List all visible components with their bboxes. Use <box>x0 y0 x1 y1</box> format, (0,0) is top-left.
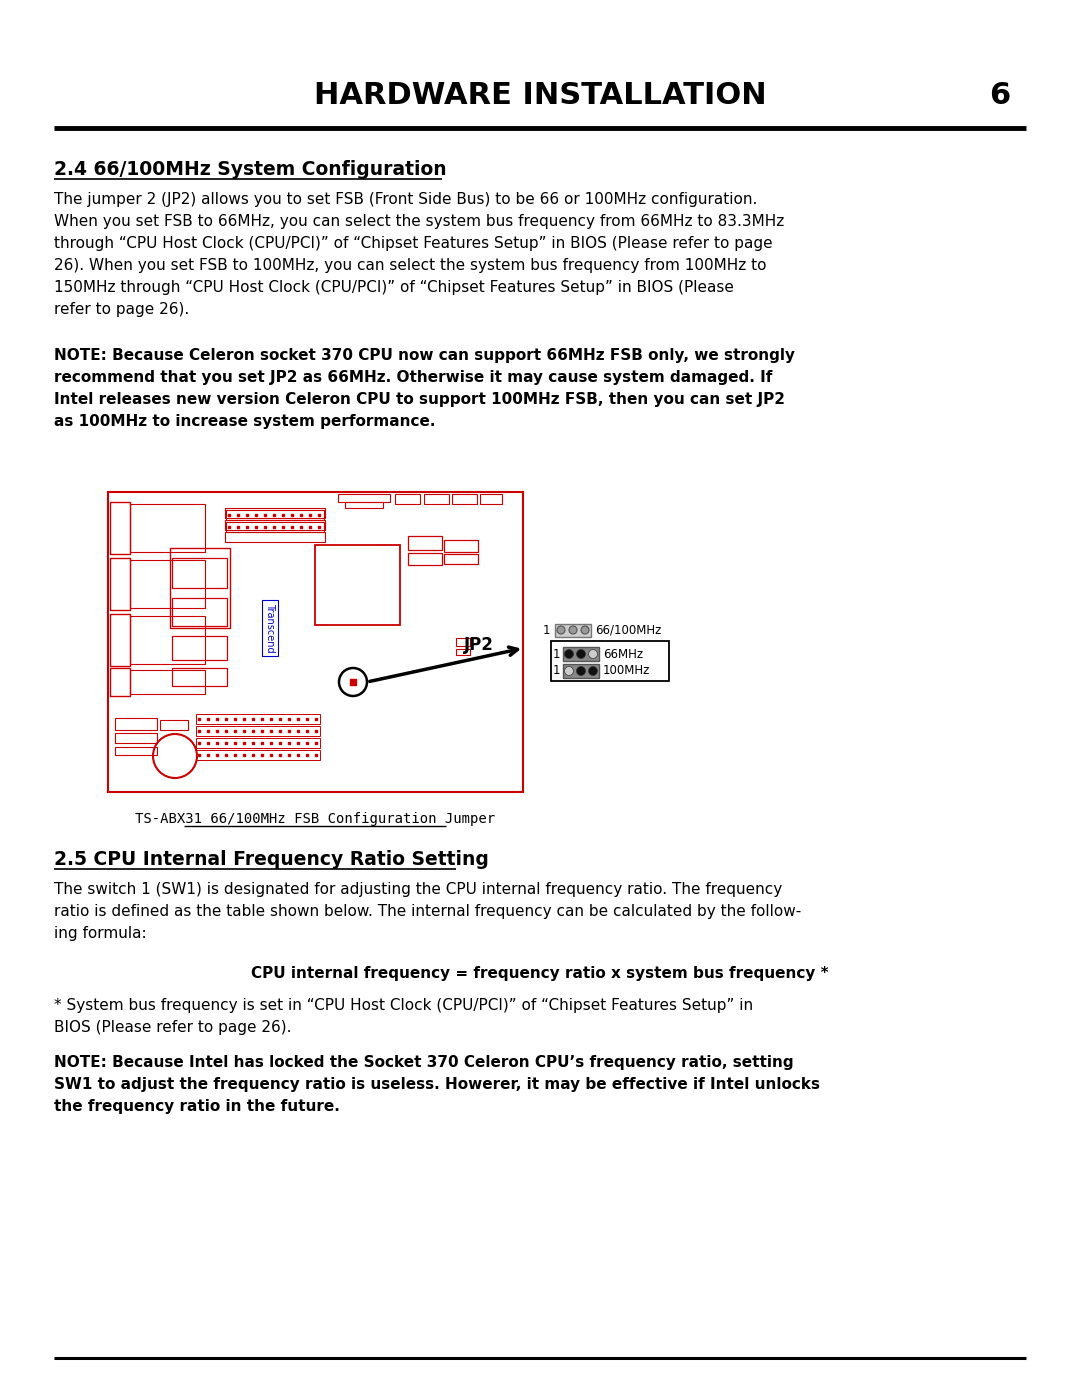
Bar <box>172 598 227 626</box>
Bar <box>315 545 400 624</box>
Circle shape <box>577 650 585 658</box>
Bar <box>226 510 324 520</box>
Text: TS-ABX31 66/100MHz FSB Configuration Jumper: TS-ABX31 66/100MHz FSB Configuration Jum… <box>135 812 495 826</box>
Circle shape <box>569 626 577 634</box>
Bar <box>110 502 130 555</box>
Bar <box>338 495 390 502</box>
Text: * System bus frequency is set in “CPU Host Clock (CPU/PCI)” of “Chipset Features: * System bus frequency is set in “CPU Ho… <box>54 997 753 1035</box>
Text: 1: 1 <box>543 623 551 637</box>
Bar <box>110 668 130 696</box>
Bar <box>456 638 470 645</box>
Text: The jumper 2 (JP2) allows you to set FSB (Front Side Bus) to be 66 or 100MHz con: The jumper 2 (JP2) allows you to set FSB… <box>54 191 784 317</box>
Bar <box>555 624 591 637</box>
Text: JP2: JP2 <box>464 636 494 654</box>
Bar <box>408 536 442 550</box>
Text: 1: 1 <box>553 665 561 678</box>
Bar <box>170 548 230 629</box>
Bar <box>130 560 205 608</box>
Bar <box>114 718 157 731</box>
Bar <box>444 555 478 564</box>
Bar <box>195 750 320 760</box>
Text: 66/100MHz: 66/100MHz <box>595 623 661 637</box>
Bar <box>195 726 320 736</box>
Bar <box>172 668 227 686</box>
Text: The switch 1 (SW1) is designated for adjusting the CPU internal frequency ratio.: The switch 1 (SW1) is designated for adj… <box>54 882 801 942</box>
Bar <box>110 615 130 666</box>
Bar <box>130 671 205 694</box>
Bar <box>160 719 188 731</box>
Bar <box>130 616 205 664</box>
Bar <box>114 733 157 743</box>
Text: 100MHz: 100MHz <box>603 665 650 678</box>
Circle shape <box>565 650 573 658</box>
Bar <box>114 747 157 754</box>
Text: Transcend: Transcend <box>265 604 275 652</box>
Circle shape <box>589 650 597 658</box>
Text: 2.5 CPU Internal Frequency Ratio Setting: 2.5 CPU Internal Frequency Ratio Setting <box>54 849 489 869</box>
Bar <box>110 557 130 610</box>
Bar <box>130 504 205 552</box>
Circle shape <box>557 626 565 634</box>
Text: NOTE: Because Intel has locked the Socket 370 Celeron CPU’s frequency ratio, set: NOTE: Because Intel has locked the Socke… <box>54 1055 820 1113</box>
Bar <box>444 541 478 552</box>
Text: 2.4 66/100MHz System Configuration: 2.4 66/100MHz System Configuration <box>54 161 447 179</box>
Bar <box>395 495 420 504</box>
Circle shape <box>577 666 585 676</box>
Bar <box>453 495 477 504</box>
Bar <box>225 520 325 529</box>
Text: 66MHz: 66MHz <box>603 647 643 661</box>
Bar <box>345 502 383 509</box>
Bar <box>172 557 227 588</box>
Text: HARDWARE INSTALLATION: HARDWARE INSTALLATION <box>313 81 767 109</box>
Bar <box>480 495 502 504</box>
Bar <box>563 664 599 678</box>
Bar <box>172 636 227 659</box>
Text: CPU internal frequency = frequency ratio x system bus frequency *: CPU internal frequency = frequency ratio… <box>252 965 828 981</box>
Bar <box>424 495 449 504</box>
Bar <box>108 492 523 792</box>
Circle shape <box>581 626 589 634</box>
Circle shape <box>565 666 573 676</box>
Bar <box>408 553 442 564</box>
Text: 6: 6 <box>989 81 1010 109</box>
Bar <box>563 647 599 661</box>
Bar <box>226 522 324 532</box>
Bar <box>225 509 325 518</box>
Bar <box>551 641 669 680</box>
Bar <box>225 532 325 542</box>
Text: 1: 1 <box>553 647 561 661</box>
Bar <box>195 738 320 747</box>
Bar <box>195 714 320 724</box>
Text: NOTE: Because Celeron socket 370 CPU now can support 66MHz FSB only, we strongly: NOTE: Because Celeron socket 370 CPU now… <box>54 348 795 429</box>
Circle shape <box>589 666 597 676</box>
Bar <box>456 650 470 655</box>
